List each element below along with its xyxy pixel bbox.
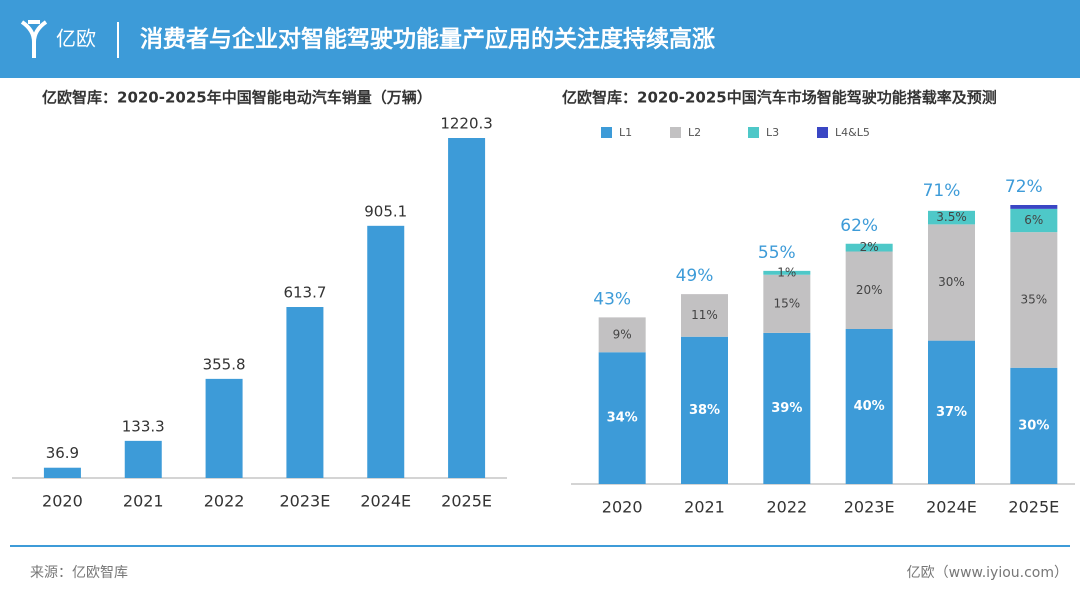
bar-segment bbox=[681, 294, 728, 337]
bar-segment bbox=[1010, 208, 1058, 233]
bar-segment bbox=[845, 329, 893, 484]
bar-segment bbox=[1010, 367, 1058, 484]
value-label: 2% bbox=[860, 240, 879, 254]
value-label: 37% bbox=[936, 405, 967, 420]
value-label: 35% bbox=[1020, 292, 1047, 306]
legend-swatch bbox=[817, 127, 828, 138]
total-label: 49% bbox=[676, 266, 714, 286]
bar bbox=[367, 225, 405, 478]
value-label: 38% bbox=[689, 403, 720, 418]
legend-label: L4&L5 bbox=[835, 126, 870, 139]
header-bar bbox=[0, 0, 1080, 78]
page-title: 消费者与企业对智能驾驶功能量产应用的关注度持续高涨 bbox=[140, 26, 715, 53]
value-label: 3.5% bbox=[936, 210, 967, 224]
value-label: 905.1 bbox=[364, 202, 407, 220]
value-label: 34% bbox=[607, 411, 638, 426]
chart-title: 亿欧智库：2020-2025中国汽车市场智能驾驶功能搭载率及预测 bbox=[562, 89, 997, 107]
total-label: 55% bbox=[758, 243, 796, 263]
legend-swatch bbox=[670, 127, 681, 138]
bar-segment bbox=[845, 243, 893, 252]
bar bbox=[286, 307, 324, 478]
bar-segment bbox=[681, 336, 728, 484]
total-label: 43% bbox=[593, 289, 631, 309]
x-tick-label: 2022 bbox=[204, 492, 245, 511]
bar-segment bbox=[598, 317, 646, 353]
legend-label: L2 bbox=[688, 126, 701, 139]
x-tick-label: 2023E bbox=[844, 498, 895, 517]
total-label: 71% bbox=[923, 181, 961, 201]
value-label: 15% bbox=[773, 296, 800, 310]
logo-icon bbox=[20, 20, 48, 58]
bar-segment bbox=[763, 332, 811, 484]
bar bbox=[43, 467, 81, 478]
value-label: 1220.3 bbox=[440, 115, 493, 133]
bar-segment bbox=[763, 274, 811, 333]
value-label: 36.9 bbox=[46, 444, 79, 462]
bar bbox=[124, 440, 162, 478]
value-label: 39% bbox=[771, 401, 802, 416]
value-label: 9% bbox=[613, 327, 632, 341]
x-tick-label: 2024E bbox=[360, 492, 411, 511]
x-tick-label: 2020 bbox=[42, 492, 83, 511]
x-tick-label: 2020 bbox=[602, 498, 643, 517]
total-label: 62% bbox=[840, 216, 878, 236]
bar bbox=[448, 138, 486, 478]
bar-segment bbox=[763, 270, 811, 275]
x-tick-label: 2025E bbox=[1008, 498, 1059, 517]
footer-source: 来源：亿欧智库 bbox=[30, 565, 128, 581]
bar bbox=[205, 378, 243, 478]
value-label: 11% bbox=[691, 308, 718, 322]
chart-title: 亿欧智库：2020-2025年中国智能电动汽车销量（万辆） bbox=[42, 89, 432, 107]
bar-segment bbox=[928, 224, 975, 341]
value-label: 1% bbox=[777, 265, 796, 279]
x-tick-label: 2023E bbox=[280, 492, 331, 511]
bar-segment bbox=[845, 251, 893, 329]
value-label: 40% bbox=[854, 399, 885, 414]
legend-label: L1 bbox=[619, 126, 632, 139]
legend-swatch bbox=[601, 127, 612, 138]
bar-segment bbox=[928, 340, 975, 484]
x-tick-label: 2021 bbox=[684, 498, 725, 517]
value-label: 613.7 bbox=[283, 284, 326, 302]
footer-site: 亿欧（www.iyiou.com） bbox=[907, 565, 1068, 581]
legend-swatch bbox=[748, 127, 759, 138]
bar-segment bbox=[1010, 232, 1058, 368]
value-label: 6% bbox=[1024, 213, 1043, 227]
bar-segment bbox=[598, 352, 646, 484]
value-label: 30% bbox=[938, 275, 965, 289]
value-label: 30% bbox=[1018, 418, 1049, 433]
x-tick-label: 2021 bbox=[123, 492, 164, 511]
x-tick-label: 2022 bbox=[766, 498, 807, 517]
x-tick-label: 2025E bbox=[441, 492, 492, 511]
value-label: 133.3 bbox=[122, 417, 165, 435]
logo-text: 亿欧 bbox=[56, 27, 96, 51]
bar-segment bbox=[1010, 205, 1058, 209]
total-label: 72% bbox=[1005, 177, 1043, 197]
value-label: 355.8 bbox=[203, 355, 246, 373]
legend-label: L3 bbox=[766, 126, 779, 139]
x-tick-label: 2024E bbox=[926, 498, 977, 517]
bar-segment bbox=[928, 210, 975, 225]
value-label: 20% bbox=[856, 283, 883, 297]
